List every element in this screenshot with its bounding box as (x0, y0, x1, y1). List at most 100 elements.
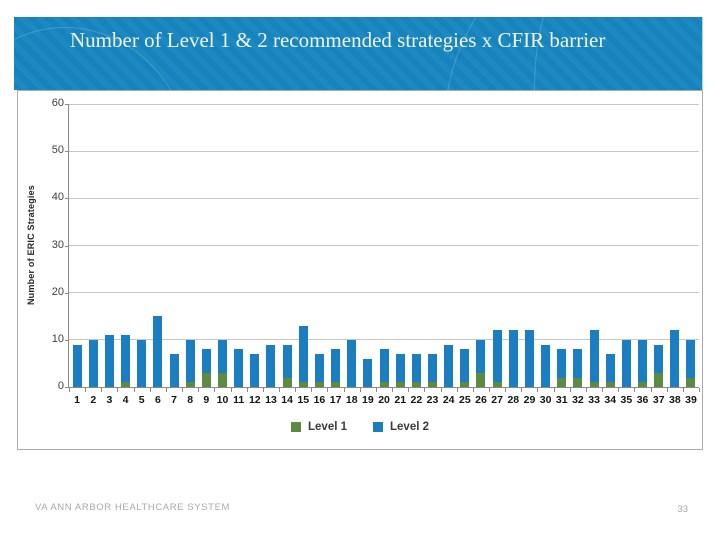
y-tick-label: 10 (51, 332, 64, 345)
bar-category-5 (137, 339, 147, 387)
x-tick-mark (682, 388, 684, 392)
x-tick-mark (85, 388, 87, 392)
y-tick-mark (65, 245, 69, 247)
level1-segment (573, 377, 583, 387)
bar-category-39 (686, 339, 696, 387)
bar-category-30 (541, 344, 551, 387)
x-tick-mark (149, 388, 151, 392)
level1-segment (121, 382, 131, 387)
x-tick-mark (537, 388, 539, 392)
bar-category-14 (282, 344, 292, 387)
legend-label: Level 1 (308, 421, 347, 433)
level1-segment (298, 382, 308, 387)
x-tick-label: 20 (378, 394, 390, 406)
bar-category-1 (72, 344, 82, 387)
slide-title: Number of Level 1 & 2 recommended strate… (70, 28, 606, 52)
level2-segment (460, 349, 470, 383)
level1-segment (395, 382, 405, 387)
bar-category-4 (121, 335, 131, 387)
level2-segment (314, 354, 324, 383)
x-tick-label: 9 (203, 394, 210, 406)
level2-segment (427, 354, 437, 383)
x-tick-mark (327, 388, 329, 392)
legend-item-level1: Level 1 (291, 421, 347, 433)
x-tick-label: 33 (588, 394, 600, 406)
x-tick-label: 5 (138, 394, 145, 406)
level1-segment (460, 382, 470, 387)
x-tick-label: 31 (555, 394, 568, 406)
level1-segment (605, 382, 615, 387)
level2-segment (331, 349, 341, 383)
level2-segment (137, 339, 147, 387)
x-axis-labels: 1 2 3 4 5 6 7 8 9 10 11 12 13 14 15 16 17 18 19 20 21 22 23 24 2… (69, 394, 699, 408)
bar-category-8 (185, 339, 195, 387)
level2-segment (654, 344, 664, 373)
bar-category-34 (605, 354, 615, 387)
y-tick-label: 60 (51, 97, 64, 109)
level2-swatch-icon (373, 422, 383, 432)
level1-segment (379, 382, 389, 387)
x-tick-mark (585, 388, 587, 392)
title-band: Number of Level 1 & 2 recommended strate… (14, 17, 703, 90)
y-tick-label: 30 (51, 238, 64, 251)
bar-category-32 (573, 349, 583, 387)
level2-segment (169, 353, 179, 387)
x-tick-label: 37 (652, 394, 665, 406)
bar-category-36 (637, 339, 647, 387)
bar-category-16 (314, 354, 324, 387)
x-tick-mark (505, 388, 507, 392)
level2-segment (541, 344, 551, 387)
level2-segment (589, 330, 599, 383)
bar-category-3 (104, 335, 114, 387)
bar-category-17 (331, 349, 341, 387)
bar-category-21 (395, 354, 405, 387)
bar-category-25 (460, 349, 470, 387)
level1-segment (314, 382, 324, 387)
x-tick-mark (198, 388, 200, 392)
bar-category-24 (444, 344, 454, 387)
header-pattern (14, 17, 702, 90)
x-tick-mark (553, 388, 555, 392)
x-tick-label: 8 (187, 394, 194, 406)
x-tick-label: 4 (122, 394, 129, 406)
x-tick-mark (230, 388, 232, 392)
x-tick-label: 23 (426, 394, 439, 406)
x-tick-mark (634, 388, 636, 392)
x-tick-mark (424, 388, 426, 392)
y-tick-mark (65, 292, 69, 294)
bar-category-19 (363, 358, 373, 387)
level2-segment (605, 354, 615, 383)
x-tick-label: 16 (313, 394, 326, 406)
y-tick-mark (65, 198, 69, 200)
level2-segment (266, 344, 276, 387)
x-tick-mark (456, 388, 458, 392)
x-tick-mark (295, 388, 297, 392)
y-tick-label: 20 (51, 285, 64, 298)
bar-category-28 (508, 330, 518, 387)
x-tick-label: 21 (394, 394, 407, 406)
bar-category-20 (379, 349, 389, 387)
x-tick-mark (489, 388, 490, 392)
plot-area (69, 103, 699, 387)
level2-segment (492, 330, 502, 383)
level2-segment (153, 316, 163, 387)
bar-category-38 (670, 330, 680, 387)
x-tick-label: 17 (329, 394, 342, 406)
bar-category-18 (347, 339, 357, 387)
legend-item-level2: Level 2 (373, 421, 429, 433)
bar-category-26 (476, 339, 486, 387)
level1-segment (589, 382, 599, 387)
x-tick-mark (569, 388, 571, 392)
level1-segment (492, 382, 502, 387)
level2-segment (444, 344, 454, 387)
x-tick-mark (472, 388, 474, 392)
x-tick-label: 30 (539, 394, 552, 406)
x-tick-label: 29 (523, 394, 536, 406)
x-tick-label: 25 (458, 394, 471, 406)
level2-segment (185, 339, 195, 383)
level1-segment (557, 377, 567, 387)
x-tick-label: 6 (154, 394, 161, 406)
y-tick-label: 50 (51, 144, 64, 157)
gridline (69, 150, 699, 152)
x-tick-label: 13 (265, 394, 277, 406)
